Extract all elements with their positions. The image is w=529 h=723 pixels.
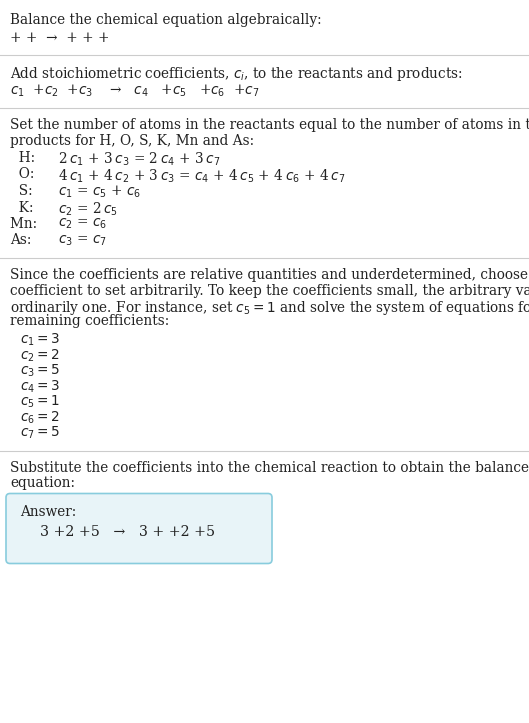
- Text: Set the number of atoms in the reactants equal to the number of atoms in the: Set the number of atoms in the reactants…: [10, 118, 529, 132]
- Text: $c_1$ = $c_5$ + $c_6$: $c_1$ = $c_5$ + $c_6$: [58, 184, 141, 200]
- Text: remaining coefficients:: remaining coefficients:: [10, 315, 169, 328]
- Text: $c_4 = 3$: $c_4 = 3$: [20, 379, 60, 395]
- Text: $c_1 = 3$: $c_1 = 3$: [20, 332, 60, 348]
- Text: Balance the chemical equation algebraically:: Balance the chemical equation algebraica…: [10, 13, 322, 27]
- Text: H:: H:: [10, 151, 40, 165]
- Text: $c_6 = 2$: $c_6 = 2$: [20, 409, 60, 426]
- Text: coefficient to set arbitrarily. To keep the coefficients small, the arbitrary va: coefficient to set arbitrarily. To keep …: [10, 283, 529, 297]
- Text: Answer:: Answer:: [20, 505, 76, 520]
- Text: $c_3 = 5$: $c_3 = 5$: [20, 363, 60, 380]
- Text: O:: O:: [10, 168, 39, 181]
- Text: S:: S:: [10, 184, 37, 198]
- Text: $c_7 = 5$: $c_7 = 5$: [20, 425, 60, 442]
- Text: 3 +2 +5   →   3 + +2 +5: 3 +2 +5 → 3 + +2 +5: [40, 526, 215, 539]
- Text: $c_5 = 1$: $c_5 = 1$: [20, 394, 60, 411]
- Text: Mn:: Mn:: [10, 217, 41, 231]
- Text: $c_1$  +$c_2$  +$c_3$    →   $c_4$   +$c_5$   +$c_6$  +$c_7$: $c_1$ +$c_2$ +$c_3$ → $c_4$ +$c_5$ +$c_6…: [10, 82, 259, 99]
- Text: K:: K:: [10, 200, 38, 215]
- Text: $c_3$ = $c_7$: $c_3$ = $c_7$: [58, 234, 107, 248]
- Text: Add stoichiometric coefficients, $c_i$, to the reactants and products:: Add stoichiometric coefficients, $c_i$, …: [10, 65, 463, 83]
- Text: $c_2 = 2$: $c_2 = 2$: [20, 348, 60, 364]
- Text: $c_2$ = 2 $c_5$: $c_2$ = 2 $c_5$: [58, 200, 118, 218]
- Text: products for H, O, S, K, Mn and As:: products for H, O, S, K, Mn and As:: [10, 134, 254, 147]
- Text: equation:: equation:: [10, 476, 75, 490]
- Text: Since the coefficients are relative quantities and underdetermined, choose a: Since the coefficients are relative quan…: [10, 268, 529, 282]
- Text: As:: As:: [10, 234, 36, 247]
- Text: Substitute the coefficients into the chemical reaction to obtain the balanced: Substitute the coefficients into the che…: [10, 461, 529, 474]
- Text: $c_2$ = $c_6$: $c_2$ = $c_6$: [58, 217, 107, 231]
- Text: + +  →  + + +: + + → + + +: [10, 32, 110, 46]
- Text: 2 $c_1$ + 3 $c_3$ = 2 $c_4$ + 3 $c_7$: 2 $c_1$ + 3 $c_3$ = 2 $c_4$ + 3 $c_7$: [58, 151, 221, 168]
- FancyBboxPatch shape: [6, 494, 272, 563]
- Text: 4 $c_1$ + 4 $c_2$ + 3 $c_3$ = $c_4$ + 4 $c_5$ + 4 $c_6$ + 4 $c_7$: 4 $c_1$ + 4 $c_2$ + 3 $c_3$ = $c_4$ + 4 …: [58, 168, 345, 185]
- Text: ordinarily one. For instance, set $c_5 = 1$ and solve the system of equations fo: ordinarily one. For instance, set $c_5 =…: [10, 299, 529, 317]
